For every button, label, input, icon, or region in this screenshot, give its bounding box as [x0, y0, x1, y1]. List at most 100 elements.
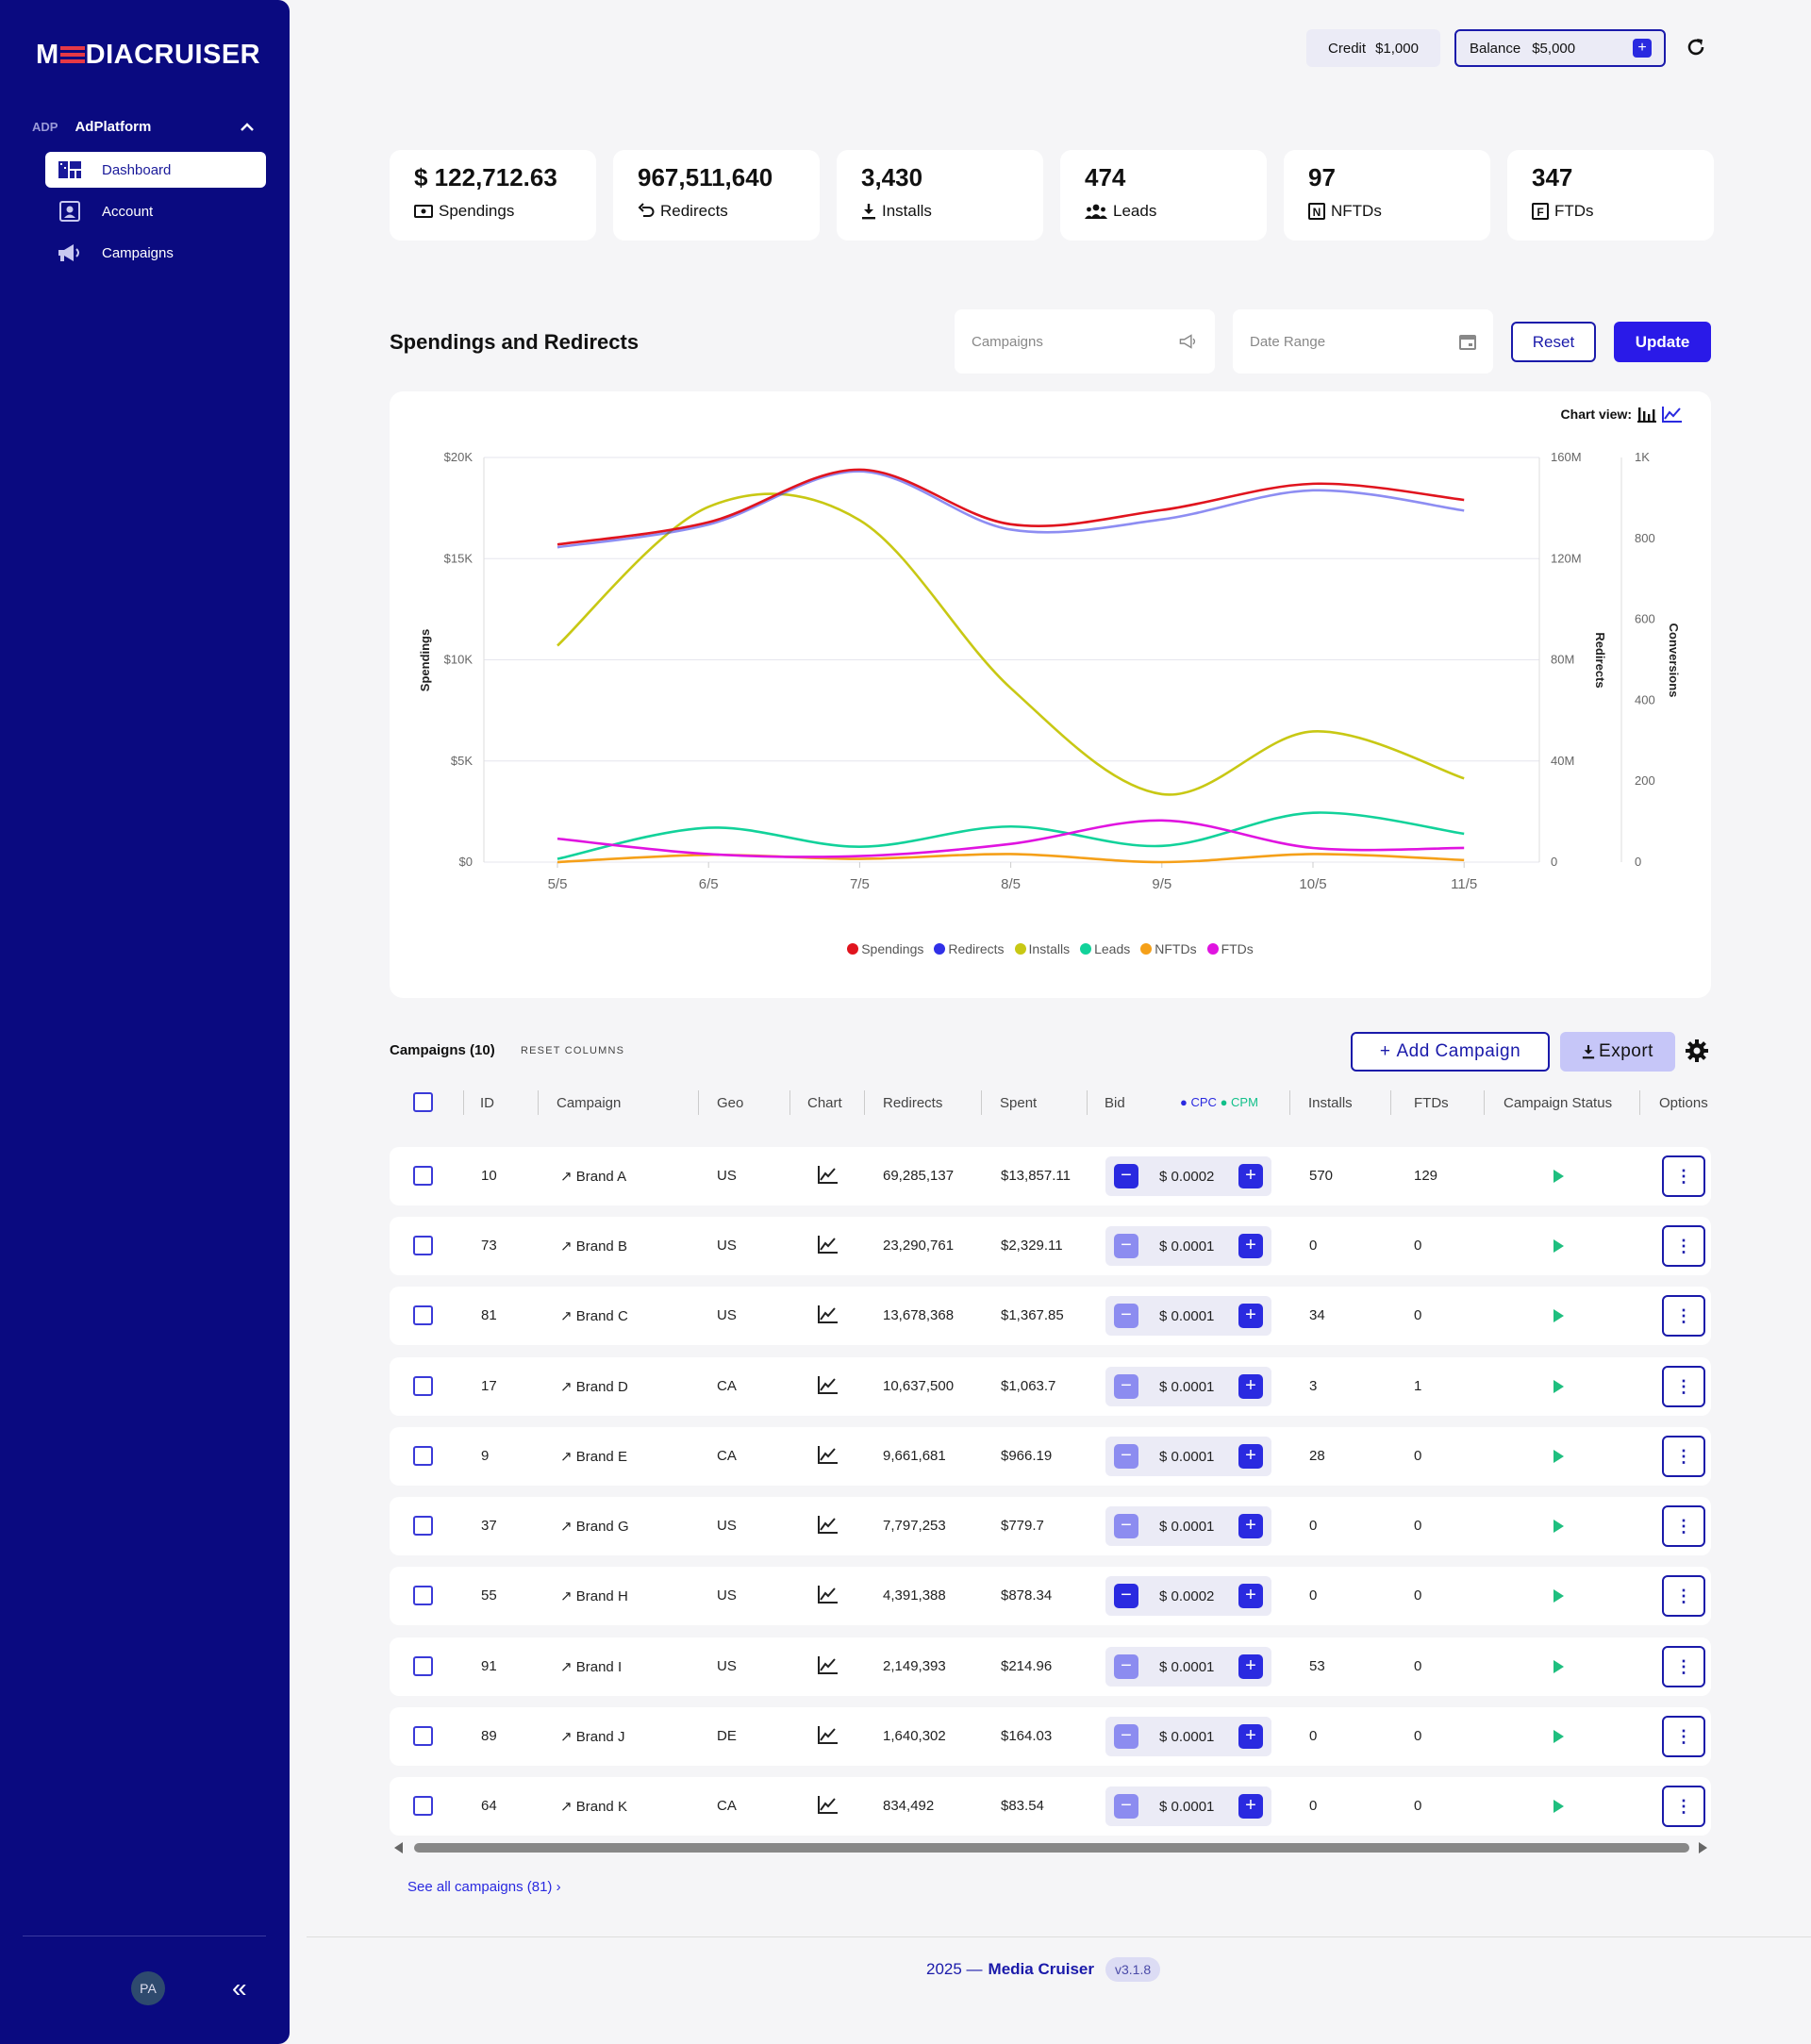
bid-decrease-button[interactable]: − — [1114, 1724, 1138, 1749]
reset-button[interactable]: Reset — [1511, 322, 1596, 362]
th-bid[interactable]: Bid — [1105, 1095, 1125, 1111]
row-chart-icon[interactable] — [818, 1235, 839, 1257]
bar-chart-icon[interactable] — [1637, 406, 1656, 423]
bid-increase-button[interactable]: + — [1238, 1724, 1263, 1749]
bid-decrease-button[interactable]: − — [1114, 1514, 1138, 1538]
cell-campaign-link[interactable]: ↗ Brand E — [560, 1448, 627, 1465]
legend-item[interactable]: NFTDs — [1140, 941, 1197, 956]
play-icon[interactable] — [1553, 1239, 1564, 1253]
row-checkbox[interactable] — [413, 1516, 433, 1536]
row-checkbox[interactable] — [413, 1305, 433, 1325]
row-chart-icon[interactable] — [818, 1515, 839, 1537]
row-options-button[interactable]: ⋮ — [1662, 1155, 1705, 1197]
bid-increase-button[interactable]: + — [1238, 1794, 1263, 1819]
cell-campaign-link[interactable]: ↗ Brand J — [560, 1728, 624, 1745]
scroll-thumb[interactable] — [414, 1843, 1689, 1853]
select-all-checkbox[interactable] — [413, 1092, 433, 1112]
bid-value[interactable]: $ 0.0001 — [1159, 1238, 1215, 1255]
th-redirects[interactable]: Redirects — [883, 1095, 943, 1111]
th-spent[interactable]: Spent — [1000, 1095, 1038, 1111]
add-balance-button[interactable]: + — [1633, 39, 1652, 58]
chevron-up-icon[interactable] — [240, 122, 255, 132]
row-chart-icon[interactable] — [818, 1725, 839, 1748]
campaigns-filter[interactable]: Campaigns — [955, 309, 1215, 374]
avatar[interactable]: PA — [131, 1971, 165, 2005]
see-all-campaigns-link[interactable]: See all campaigns (81) › — [407, 1879, 561, 1895]
bid-decrease-button[interactable]: − — [1114, 1444, 1138, 1469]
row-checkbox[interactable] — [413, 1586, 433, 1605]
sidebar-item-account[interactable]: Account — [45, 193, 266, 229]
cell-campaign-link[interactable]: ↗ Brand H — [560, 1587, 628, 1604]
cell-campaign-link[interactable]: ↗ Brand B — [560, 1238, 627, 1255]
sidebar-item-campaigns[interactable]: Campaigns — [45, 235, 266, 271]
cell-campaign-link[interactable]: ↗ Brand K — [560, 1798, 627, 1815]
bid-value[interactable]: $ 0.0002 — [1159, 1169, 1215, 1185]
bid-increase-button[interactable]: + — [1238, 1164, 1263, 1188]
legend-item[interactable]: Installs — [1014, 941, 1070, 956]
bid-increase-button[interactable]: + — [1238, 1374, 1263, 1399]
row-chart-icon[interactable] — [818, 1375, 839, 1398]
row-chart-icon[interactable] — [818, 1165, 839, 1188]
bid-decrease-button[interactable]: − — [1114, 1654, 1138, 1679]
cell-campaign-link[interactable]: ↗ Brand I — [560, 1658, 622, 1675]
row-checkbox[interactable] — [413, 1236, 433, 1255]
row-chart-icon[interactable] — [818, 1445, 839, 1468]
logo[interactable]: M DIACRUISER — [36, 40, 260, 71]
cell-campaign-link[interactable]: ↗ Brand C — [560, 1307, 628, 1324]
play-icon[interactable] — [1553, 1589, 1564, 1603]
row-options-button[interactable]: ⋮ — [1662, 1646, 1705, 1687]
bid-decrease-button[interactable]: − — [1114, 1164, 1138, 1188]
bid-value[interactable]: $ 0.0002 — [1159, 1588, 1215, 1604]
bid-value[interactable]: $ 0.0001 — [1159, 1519, 1215, 1535]
bid-increase-button[interactable]: + — [1238, 1304, 1263, 1328]
play-icon[interactable] — [1553, 1170, 1564, 1183]
th-id[interactable]: ID — [480, 1095, 494, 1111]
row-options-button[interactable]: ⋮ — [1662, 1436, 1705, 1477]
export-button[interactable]: Export — [1560, 1032, 1675, 1072]
bid-decrease-button[interactable]: − — [1114, 1304, 1138, 1328]
row-checkbox[interactable] — [413, 1796, 433, 1816]
play-icon[interactable] — [1553, 1800, 1564, 1813]
bid-value[interactable]: $ 0.0001 — [1159, 1659, 1215, 1675]
bid-decrease-button[interactable]: − — [1114, 1794, 1138, 1819]
horizontal-scrollbar[interactable] — [394, 1839, 1707, 1856]
th-geo[interactable]: Geo — [717, 1095, 744, 1111]
row-options-button[interactable]: ⋮ — [1662, 1716, 1705, 1757]
th-installs[interactable]: Installs — [1308, 1095, 1353, 1111]
row-chart-icon[interactable] — [818, 1655, 839, 1678]
bid-increase-button[interactable]: + — [1238, 1444, 1263, 1469]
bid-decrease-button[interactable]: − — [1114, 1234, 1138, 1258]
bid-value[interactable]: $ 0.0001 — [1159, 1379, 1215, 1395]
row-chart-icon[interactable] — [818, 1795, 839, 1818]
gear-icon[interactable] — [1685, 1039, 1709, 1070]
refresh-icon[interactable] — [1685, 36, 1707, 58]
play-icon[interactable] — [1553, 1380, 1564, 1393]
row-checkbox[interactable] — [413, 1376, 433, 1396]
play-icon[interactable] — [1553, 1660, 1564, 1673]
th-campaign-status[interactable]: Campaign Status — [1504, 1095, 1613, 1111]
bid-increase-button[interactable]: + — [1238, 1514, 1263, 1538]
play-icon[interactable] — [1553, 1309, 1564, 1322]
update-button[interactable]: Update — [1614, 322, 1711, 362]
play-icon[interactable] — [1553, 1450, 1564, 1463]
scroll-left-arrow[interactable] — [394, 1842, 403, 1853]
row-chart-icon[interactable] — [818, 1305, 839, 1327]
add-campaign-button[interactable]: + Add Campaign — [1351, 1032, 1550, 1072]
row-checkbox[interactable] — [413, 1726, 433, 1746]
bid-value[interactable]: $ 0.0001 — [1159, 1729, 1215, 1745]
legend-item[interactable]: FTDs — [1206, 941, 1254, 956]
bid-decrease-button[interactable]: − — [1114, 1374, 1138, 1399]
bid-value[interactable]: $ 0.0001 — [1159, 1308, 1215, 1324]
cell-campaign-link[interactable]: ↗ Brand G — [560, 1518, 629, 1535]
bid-value[interactable]: $ 0.0001 — [1159, 1799, 1215, 1815]
row-options-button[interactable]: ⋮ — [1662, 1505, 1705, 1547]
th-ftds[interactable]: FTDs — [1414, 1095, 1449, 1111]
bid-increase-button[interactable]: + — [1238, 1654, 1263, 1679]
line-chart-icon[interactable] — [1662, 406, 1683, 423]
th-campaign[interactable]: Campaign — [557, 1095, 622, 1111]
row-options-button[interactable]: ⋮ — [1662, 1366, 1705, 1407]
bid-increase-button[interactable]: + — [1238, 1234, 1263, 1258]
row-options-button[interactable]: ⋮ — [1662, 1575, 1705, 1617]
legend-item[interactable]: Leads — [1080, 941, 1130, 956]
row-options-button[interactable]: ⋮ — [1662, 1786, 1705, 1827]
